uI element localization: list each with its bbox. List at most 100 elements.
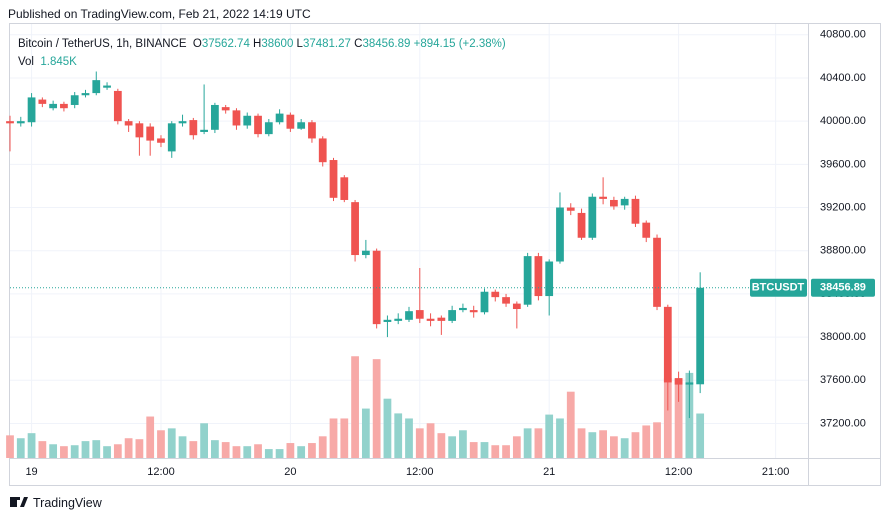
volume-bar xyxy=(178,436,187,458)
ohlc-label: C xyxy=(354,38,363,50)
candle-body xyxy=(329,160,338,198)
candle-body xyxy=(502,297,510,304)
volume-bar xyxy=(674,378,683,458)
volume-bar xyxy=(394,413,403,458)
volume-bar xyxy=(631,432,640,458)
volume-bar xyxy=(124,438,133,458)
ticker-label: BTCUSDT xyxy=(752,282,805,294)
candle-body xyxy=(566,207,575,211)
volume-label: Vol xyxy=(18,56,34,68)
candle-body xyxy=(254,115,262,135)
symbol: Bitcoin / TetherUS, 1h, BINANCE xyxy=(18,38,187,50)
publish-header: Published on TradingView.com, Feb 21, 20… xyxy=(8,7,311,21)
volume-value: 1.845K xyxy=(40,56,77,68)
y-tick-label: 37600.00 xyxy=(820,374,866,386)
volume-bar xyxy=(599,430,607,458)
ticker-badge xyxy=(750,278,807,297)
volume-bar xyxy=(534,428,543,458)
volume-bar xyxy=(340,418,349,458)
y-tick-label: 40800.00 xyxy=(820,29,866,41)
ohlc-label: H xyxy=(253,38,262,50)
candle-body xyxy=(512,303,521,310)
candle-body xyxy=(70,95,79,105)
candle-body xyxy=(361,250,370,256)
volume-bar xyxy=(448,436,457,458)
volume-bar xyxy=(372,359,381,458)
volume-bar xyxy=(189,441,198,458)
ohlc-value: 37562.74 xyxy=(201,38,250,50)
y-tick-label: 38000.00 xyxy=(820,331,866,343)
x-tick-label: 21 xyxy=(543,466,555,478)
candle-body xyxy=(523,256,532,305)
volume-bar xyxy=(512,436,521,458)
volume-bar xyxy=(38,441,47,458)
candle-body xyxy=(275,113,284,123)
volume-bar xyxy=(696,413,705,458)
volume-bar xyxy=(663,377,672,458)
candle-body xyxy=(157,138,165,143)
candle-body xyxy=(286,114,295,129)
candle-body xyxy=(38,99,47,104)
candle-body xyxy=(6,121,14,124)
candle-body xyxy=(556,207,564,262)
volume-bar xyxy=(437,433,446,458)
candle-body xyxy=(103,85,111,88)
volume-bar xyxy=(264,449,273,458)
ohlc-value: 38456.89 xyxy=(362,38,411,50)
y-tick-label: 38800.00 xyxy=(820,245,866,257)
candle-body xyxy=(599,196,607,199)
x-tick-label: 20 xyxy=(284,466,296,478)
ohlc-value: 37481.27 xyxy=(302,38,351,50)
tv-logo xyxy=(10,497,28,507)
volume-bar xyxy=(70,445,79,458)
candle-body xyxy=(211,104,219,130)
volume-bar xyxy=(588,432,597,458)
y-tick-label: 39600.00 xyxy=(820,158,866,170)
volume-bar xyxy=(297,446,306,458)
volume-bar xyxy=(545,414,554,458)
volume-bar xyxy=(426,423,435,458)
candle-body xyxy=(124,121,133,126)
ohlc-label: L xyxy=(296,38,303,50)
volume-bar xyxy=(232,446,241,458)
volume-bar xyxy=(167,428,176,458)
candle-body xyxy=(426,318,435,321)
volume-bar xyxy=(653,422,661,458)
candle-body xyxy=(469,310,478,313)
volume-bar xyxy=(351,356,359,458)
candle-body xyxy=(394,318,403,321)
candle-body xyxy=(264,122,273,135)
volume-bar xyxy=(308,443,316,458)
volume-bar xyxy=(318,436,327,458)
chart-frame xyxy=(9,23,881,486)
volume-bar xyxy=(329,418,338,458)
candle-body xyxy=(491,291,500,298)
candle-body xyxy=(189,120,198,136)
candle-body xyxy=(60,103,68,109)
candle-body xyxy=(146,126,155,141)
volume-bar xyxy=(135,439,144,458)
candle-body xyxy=(178,121,187,124)
y-tick-label: 37200.00 xyxy=(820,417,866,429)
volume-bar xyxy=(16,438,25,458)
candle-body xyxy=(297,122,306,129)
candle-body xyxy=(642,222,651,238)
candle-body xyxy=(405,311,413,320)
candle-body xyxy=(534,256,543,297)
candle-body xyxy=(200,129,208,132)
volume-bar xyxy=(469,442,478,458)
candle-body xyxy=(113,90,122,122)
volume-bar xyxy=(566,391,575,458)
candle-body xyxy=(16,121,25,124)
candle-body xyxy=(92,80,101,94)
volume-bar xyxy=(415,428,424,458)
candle-body xyxy=(448,310,457,321)
volume-bar xyxy=(60,446,68,458)
volume-bar xyxy=(200,423,208,458)
volume-bar xyxy=(523,428,532,458)
volume-bar xyxy=(620,438,629,458)
candle-body xyxy=(459,307,467,311)
candle-body xyxy=(383,319,392,322)
